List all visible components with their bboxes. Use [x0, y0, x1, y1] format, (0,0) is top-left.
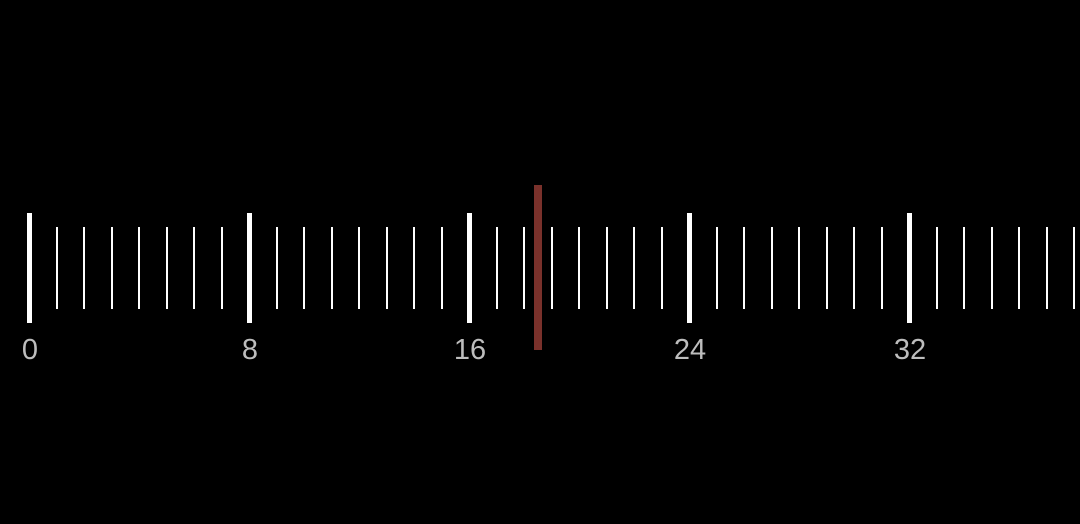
minor-tick [303, 227, 305, 309]
minor-tick [386, 227, 388, 309]
minor-tick [276, 227, 278, 309]
minor-tick [551, 227, 553, 309]
minor-tick [578, 227, 580, 309]
minor-tick [826, 227, 828, 309]
current-value-indicator[interactable] [534, 185, 542, 350]
minor-tick [991, 227, 993, 309]
minor-tick [1073, 227, 1075, 309]
minor-tick [193, 227, 195, 309]
minor-tick [56, 227, 58, 309]
tick-label: 24 [650, 332, 730, 368]
tick-label: 32 [870, 332, 950, 368]
major-tick [27, 213, 32, 323]
minor-tick [606, 227, 608, 309]
minor-tick [221, 227, 223, 309]
minor-tick [1018, 227, 1020, 309]
minor-tick [83, 227, 85, 309]
major-tick [907, 213, 912, 323]
minor-tick [963, 227, 965, 309]
major-tick [687, 213, 692, 323]
minor-tick [1046, 227, 1048, 309]
minor-tick [936, 227, 938, 309]
minor-tick [853, 227, 855, 309]
minor-tick [716, 227, 718, 309]
minor-tick [881, 227, 883, 309]
major-tick [247, 213, 252, 323]
minor-tick [633, 227, 635, 309]
minor-tick [138, 227, 140, 309]
minor-tick [441, 227, 443, 309]
minor-tick [771, 227, 773, 309]
tick-label: 8 [210, 332, 290, 368]
minor-tick [743, 227, 745, 309]
minor-tick [111, 227, 113, 309]
minor-tick [523, 227, 525, 309]
minor-tick [661, 227, 663, 309]
tick-label: 0 [0, 332, 70, 368]
minor-tick [798, 227, 800, 309]
tick-label: 16 [430, 332, 510, 368]
minor-tick [166, 227, 168, 309]
minor-tick [358, 227, 360, 309]
minor-tick [413, 227, 415, 309]
minor-tick [496, 227, 498, 309]
major-tick [467, 213, 472, 323]
minor-tick [331, 227, 333, 309]
